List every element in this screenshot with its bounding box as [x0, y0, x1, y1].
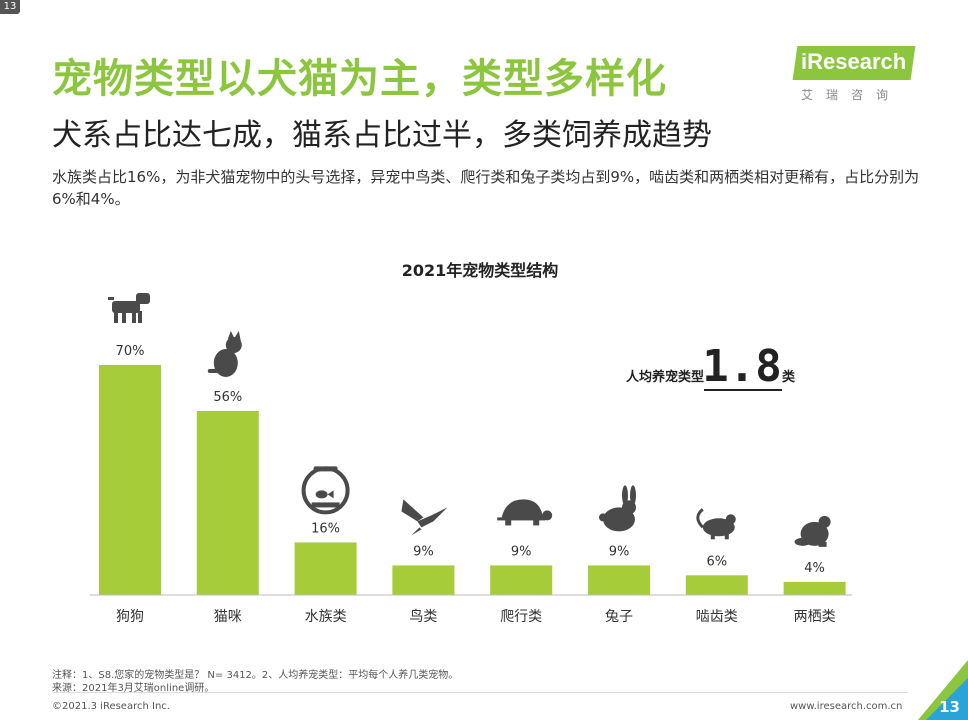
- website: www.iresearch.com.cn: [790, 701, 903, 712]
- category-label: 啮齿类: [696, 609, 738, 625]
- page-corner-shape: [918, 660, 968, 720]
- category-label: 兔子: [605, 609, 633, 625]
- bar-value-label: 9%: [511, 544, 532, 559]
- pet-type-bar-chart: 2021年宠物类型结构 70% 狗狗 56% 猫咪 16% 水族类 9% 鸟类 9% 爬行类 9% 兔…: [90, 261, 852, 625]
- bar-7: [783, 581, 846, 595]
- page-subtitle: 犬系占比达七成，猫系占比过半，多类饲养成趋势: [52, 118, 712, 153]
- page-description: 水族类占比16%，为非犬猫宠物中的头号选择，异宠中鸟类、爬行类和兔子类均占到9%…: [52, 168, 920, 208]
- iresearch-logo: iResearch 艾瑞咨询: [792, 46, 920, 106]
- footer-divider: [52, 692, 908, 693]
- bar-5: [588, 565, 650, 595]
- frog-icon: [794, 515, 831, 547]
- logo-text: iResearch: [801, 49, 907, 74]
- avg-pet-types-prefix: 人均养宠类型: [626, 369, 704, 385]
- copyright: ©2021.3 iResearch Inc.: [52, 701, 170, 712]
- fishbowl-icon: [301, 466, 350, 515]
- bars-group: 70% 狗狗 56% 猫咪 16% 水族类 9% 鸟类 9% 爬行类 9% 兔子 6% 啮齿类 4% 两栖类: [90, 293, 852, 625]
- avg-pet-types-annotation: 人均养宠类型 1.8 类: [626, 341, 796, 392]
- category-label: 狗狗: [116, 609, 144, 625]
- bar-6: [685, 575, 748, 595]
- bar-value-label: 4%: [804, 561, 825, 576]
- category-label: 水族类: [305, 609, 347, 625]
- bar-value-label: 70%: [116, 344, 145, 359]
- bird-icon: [401, 499, 448, 536]
- avg-pet-types-value: 1.8: [702, 341, 781, 392]
- bar-value-label: 6%: [706, 554, 727, 569]
- category-label: 两栖类: [794, 609, 836, 625]
- mouse-icon: [696, 508, 736, 540]
- bar-value-label: 9%: [609, 544, 630, 559]
- page-number: 13: [939, 698, 960, 716]
- bar-4: [490, 565, 553, 595]
- cat-icon: [207, 331, 242, 377]
- dog-icon: [108, 293, 150, 323]
- footnote-1: 注释：1、S8.您家的宠物类型是？ N= 3412。2、人均养宠类型：平均每个人…: [52, 670, 459, 681]
- chart-title: 2021年宠物类型结构: [402, 261, 559, 280]
- avg-pet-types-suffix: 类: [782, 369, 796, 385]
- logo-chinese: 艾瑞咨询: [801, 88, 902, 102]
- page-title: 宠物类型以犬猫为主，类型多样化: [52, 56, 667, 102]
- bar-0: [99, 365, 161, 595]
- bar-3: [392, 565, 455, 595]
- footnote-source: 来源：2021年3月艾瑞online调研。: [52, 683, 215, 694]
- footnotes: 注释：1、S8.您家的宠物类型是？ N= 3412。2、人均养宠类型：平均每个人…: [52, 669, 458, 695]
- slide-number-badge: 13: [0, 0, 20, 14]
- category-label: 猫咪: [214, 609, 242, 625]
- bar-value-label: 9%: [413, 544, 434, 559]
- bar-value-label: 56%: [213, 390, 242, 405]
- rabbit-icon: [599, 485, 636, 532]
- category-label: 爬行类: [500, 609, 542, 625]
- bar-1: [196, 411, 259, 595]
- bar-value-label: 16%: [311, 521, 340, 536]
- turtle-icon: [497, 499, 553, 526]
- category-label: 鸟类: [409, 609, 437, 625]
- bar-2: [294, 542, 357, 595]
